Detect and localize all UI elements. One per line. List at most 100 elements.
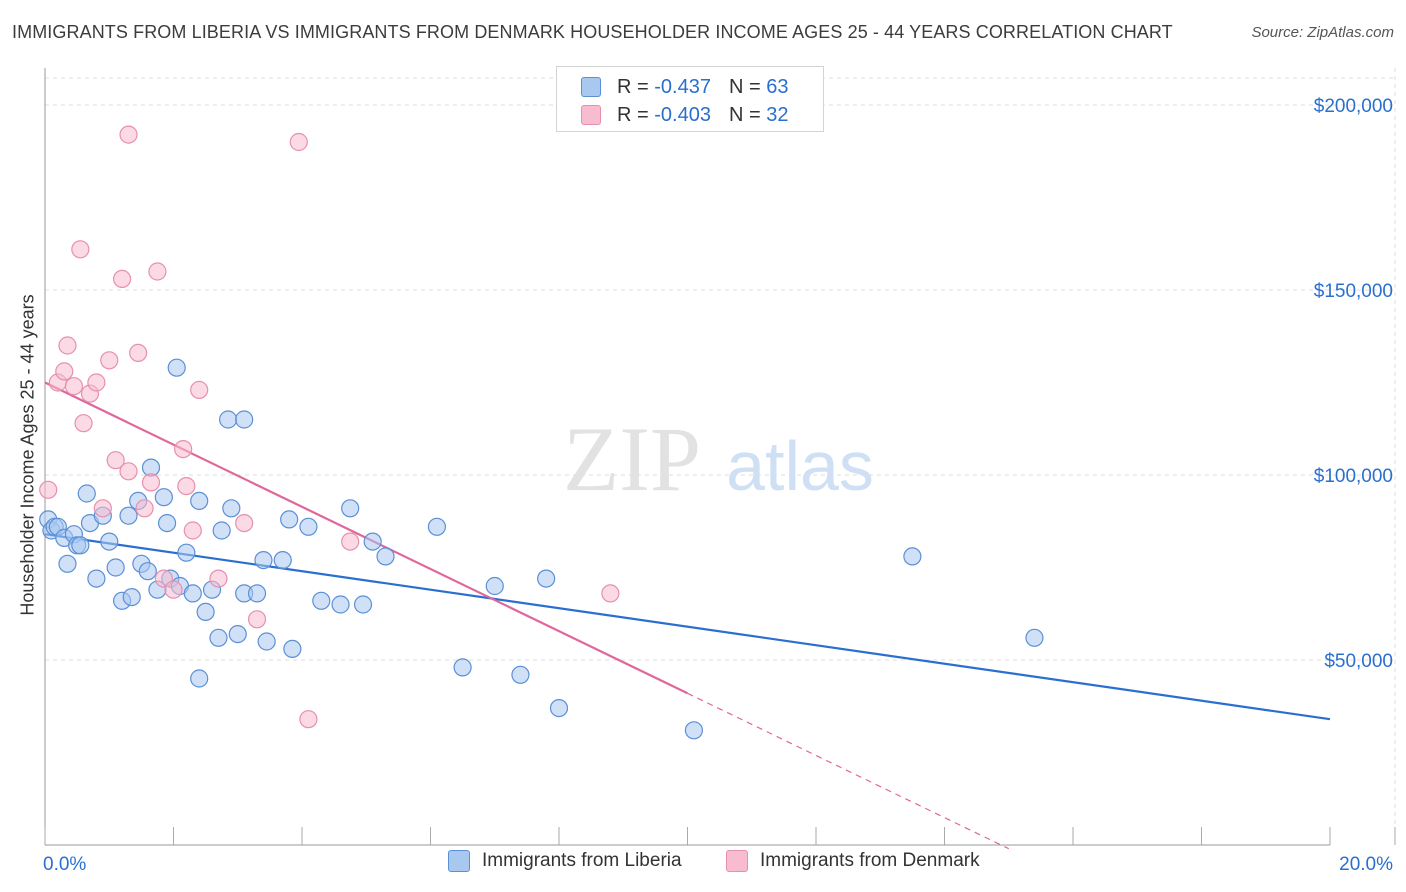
y-tick-label: $50,000 xyxy=(1324,651,1393,672)
denmark-point xyxy=(148,262,167,281)
liberia-point xyxy=(106,558,125,577)
liberia-point xyxy=(183,584,202,603)
denmark-r-value: -0.403 xyxy=(654,103,711,126)
denmark-point xyxy=(183,521,202,540)
y-tick-label: $200,000 xyxy=(1314,96,1393,117)
denmark-point xyxy=(55,362,74,381)
y-axis-label: Householder Income Ages 25 - 44 years xyxy=(17,294,38,616)
liberia-point xyxy=(257,632,276,651)
liberia-point xyxy=(222,499,241,518)
liberia-point xyxy=(427,517,447,536)
liberia-point xyxy=(537,569,556,588)
denmark-point xyxy=(164,580,183,599)
liberia-point xyxy=(273,550,292,570)
denmark-point xyxy=(112,269,132,288)
liberia-point xyxy=(71,536,90,555)
bottom-legend-denmark: Immigrants from Denmark xyxy=(726,850,980,872)
source-note: Source: ZipAtlas.com xyxy=(1251,24,1394,41)
denmark-point xyxy=(174,440,193,459)
liberia-point xyxy=(331,595,350,614)
liberia-point xyxy=(196,602,215,622)
denmark-point xyxy=(58,336,77,355)
correlation-legend: R = -0.437 N = 63 R = -0.403 N = 32 xyxy=(556,66,824,132)
denmark-r-label: R = xyxy=(617,103,649,126)
liberia-point xyxy=(353,595,373,614)
liberia-point xyxy=(684,721,704,740)
liberia-point xyxy=(119,506,138,525)
liberia-point xyxy=(212,521,231,540)
liberia-point xyxy=(485,576,504,596)
y-tick-label: $100,000 xyxy=(1314,466,1393,487)
liberia-point xyxy=(1025,628,1044,647)
liberia-point xyxy=(235,410,254,429)
denmark-point xyxy=(141,473,161,492)
liberia-point xyxy=(190,491,209,510)
axes xyxy=(44,68,1396,846)
denmark-point xyxy=(39,480,58,499)
liberia-swatch xyxy=(581,77,601,97)
watermark: ZIP atlas xyxy=(563,408,874,510)
liberia-point xyxy=(247,584,267,603)
denmark-point xyxy=(289,132,308,152)
grid-lines xyxy=(45,68,1396,845)
liberia-point xyxy=(219,410,238,429)
liberia-point xyxy=(87,569,106,588)
liberia-n-value: 63 xyxy=(766,75,789,98)
liberia-point xyxy=(58,554,77,573)
denmark-point xyxy=(119,462,138,481)
y-tick-labels: $50,000 $100,000 $150,000 $200,000 xyxy=(1314,96,1393,672)
liberia-point xyxy=(376,547,395,566)
liberia-r-label: R = xyxy=(617,75,649,98)
denmark-n-value: 32 xyxy=(766,103,789,126)
liberia-point xyxy=(903,547,922,566)
liberia-point xyxy=(190,669,209,688)
denmark-point xyxy=(93,499,112,518)
denmark-point xyxy=(71,240,90,259)
x-tick-label: 0.0% xyxy=(43,854,86,875)
denmark-point xyxy=(119,125,138,144)
denmark-point xyxy=(247,610,267,629)
denmark-point xyxy=(190,380,209,399)
denmark-point xyxy=(177,477,196,496)
liberia-point xyxy=(549,698,569,718)
legend-row-liberia: R = -0.437 N = 63 xyxy=(581,73,788,101)
liberia-point xyxy=(209,628,228,647)
liberia-n-label: N = xyxy=(728,75,761,98)
data-points xyxy=(39,125,1044,740)
liberia-point xyxy=(77,484,96,503)
denmark-legend-swatch xyxy=(726,850,748,872)
liberia-point xyxy=(341,499,360,518)
liberia-point xyxy=(167,358,186,377)
watermark-atlas: atlas xyxy=(726,427,874,505)
liberia-legend-label: Immigrants from Liberia xyxy=(482,850,682,871)
denmark-point xyxy=(87,373,106,392)
denmark-legend-label: Immigrants from Denmark xyxy=(760,850,980,871)
denmark-point xyxy=(135,499,154,518)
denmark-point xyxy=(235,513,254,533)
liberia-r-value: -0.437 xyxy=(654,75,711,98)
liberia-point xyxy=(254,550,273,570)
denmark-point xyxy=(64,377,84,396)
denmark-point xyxy=(209,569,228,588)
denmark-swatch xyxy=(581,105,601,125)
y-tick-label: $150,000 xyxy=(1314,281,1393,302)
denmark-point xyxy=(341,532,360,551)
liberia-point xyxy=(122,587,141,607)
denmark-n-label: N = xyxy=(728,103,761,126)
watermark-zip: ZIP xyxy=(563,408,701,510)
denmark-point xyxy=(100,351,119,370)
liberia-point xyxy=(453,658,472,677)
liberia-point xyxy=(280,510,299,529)
chart-title: IMMIGRANTS FROM LIBERIA VS IMMIGRANTS FR… xyxy=(12,22,1173,42)
liberia-point xyxy=(154,488,173,507)
bottom-legend-liberia: Immigrants from Liberia xyxy=(448,850,682,872)
denmark-point xyxy=(106,451,125,470)
x-tick-labels: 0.0% 20.0% xyxy=(43,854,1393,875)
denmark-point xyxy=(299,710,318,729)
liberia-legend-swatch xyxy=(448,850,470,872)
denmark-point xyxy=(129,343,148,362)
denmark-point xyxy=(601,584,620,603)
liberia-point xyxy=(157,513,177,533)
denmark-point xyxy=(74,414,93,433)
